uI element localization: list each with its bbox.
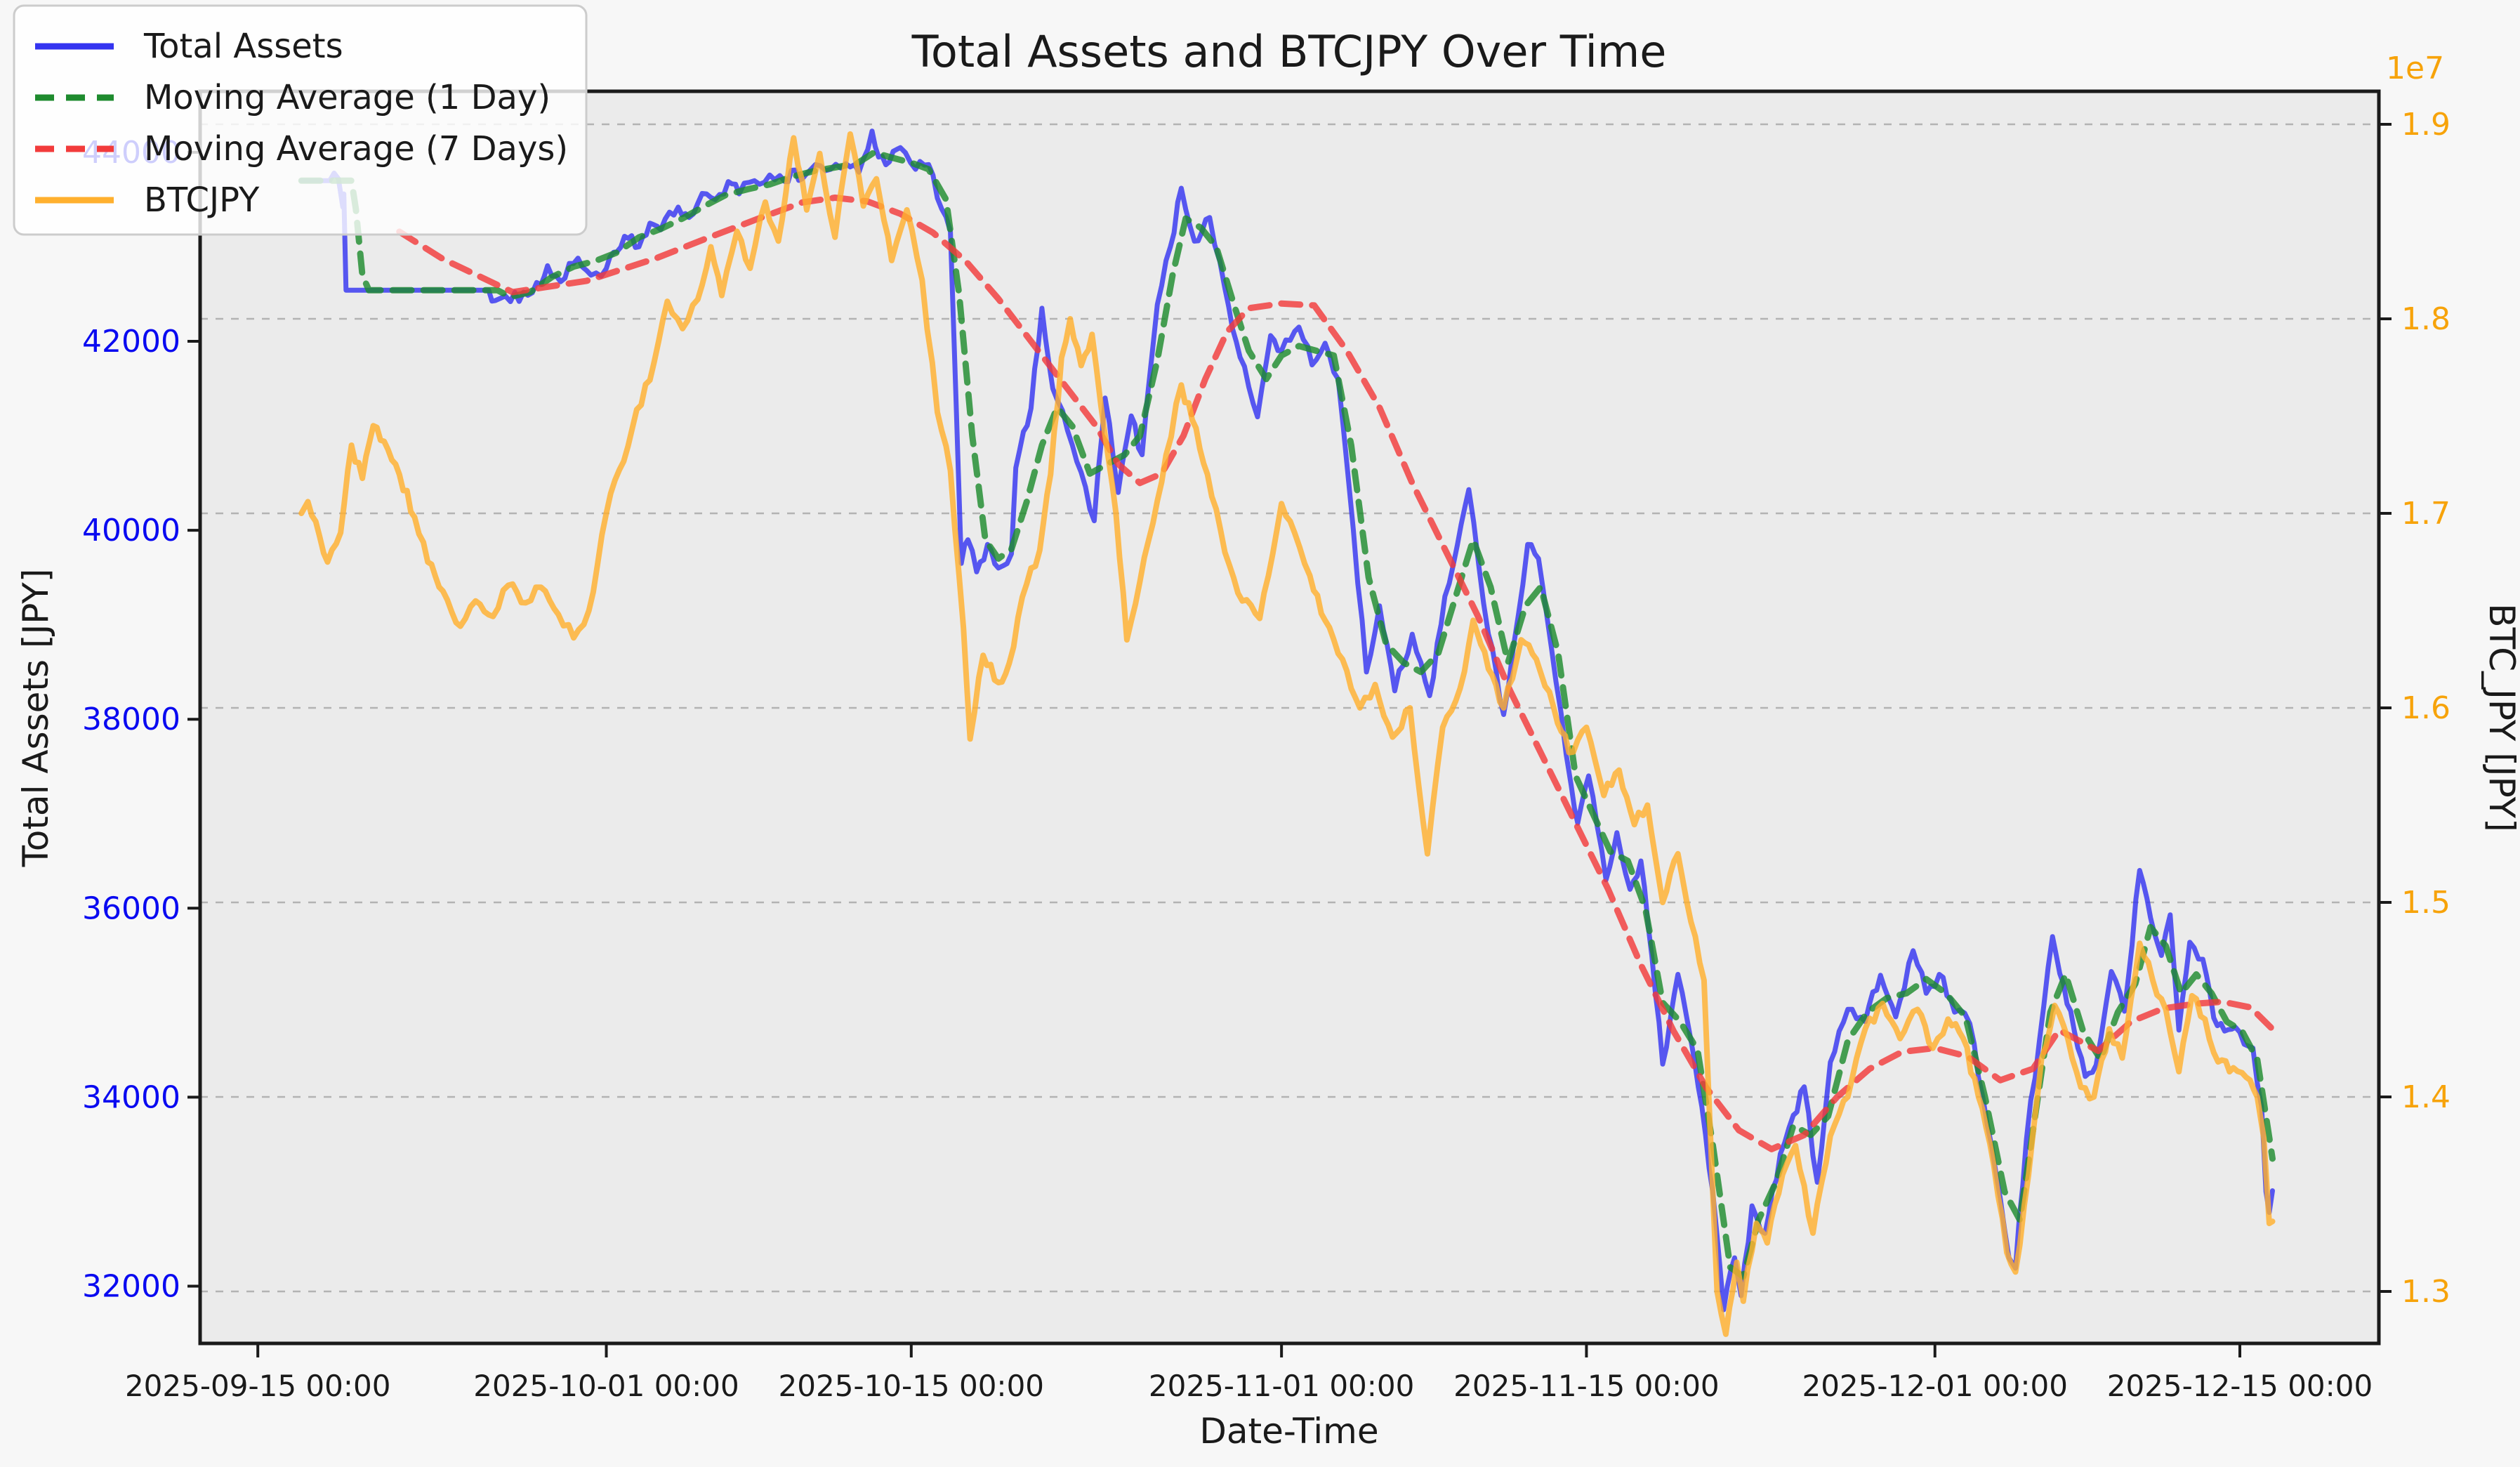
x-tick-label: 2025-10-01 00:00 <box>473 1369 739 1403</box>
x-tick-label: 2025-12-01 00:00 <box>1802 1369 2067 1403</box>
x-tick-label: 2025-09-15 00:00 <box>125 1369 390 1403</box>
series-line-moving-average-7-days- <box>396 195 2276 1152</box>
y-right-tick-label: 1.6 <box>2401 690 2450 726</box>
y-right-tick-label: 1.5 <box>2401 885 2450 921</box>
y-right-tick-label: 1.7 <box>2401 496 2450 532</box>
y-left-tick-label: 40000 <box>82 513 180 548</box>
legend-box <box>13 4 588 236</box>
y-right-tick-label: 1.4 <box>2401 1079 2450 1115</box>
y-left-tick-label: 36000 <box>82 890 180 926</box>
y-right-tick-label: 1.3 <box>2401 1274 2450 1310</box>
y-right-offset-text: 1e7 <box>2386 51 2444 86</box>
x-tick-label: 2025-10-15 00:00 <box>779 1369 1044 1403</box>
series-line-btcjpy <box>298 131 2276 1337</box>
y-left-axis-label: Total Assets [JPY] <box>15 569 56 868</box>
legend: Total Assets Moving Average (1 Day) Moving… <box>13 4 588 236</box>
plot-border <box>198 89 2381 1346</box>
x-tick-label: 2025-12-15 00:00 <box>2107 1369 2373 1403</box>
y-right-tick-label: 1.9 <box>2401 107 2450 143</box>
legend-item-label: Total Assets <box>143 27 343 66</box>
axis-ticks: 320003400036000380004000042000440001.31.… <box>82 107 2450 1403</box>
y-right-tick-label: 1.8 <box>2401 301 2450 337</box>
x-tick-label: 2025-11-01 00:00 <box>1149 1369 1414 1403</box>
y-right-axis-label: BTC_JPY [JPY] <box>2481 603 2520 831</box>
legend-item-label: Moving Average (7 Days) <box>144 129 568 169</box>
data-series <box>298 129 2276 1337</box>
y-left-tick-label: 32000 <box>82 1269 180 1305</box>
x-axis-label: Date-Time <box>1199 1411 1378 1452</box>
legend-item-label: BTCJPY <box>144 180 260 220</box>
y-left-tick-label: 38000 <box>82 702 180 737</box>
series-line-total-assets <box>298 129 2275 1313</box>
series-line-moving-average-1-day- <box>298 149 2276 1280</box>
y-left-tick-label: 42000 <box>82 324 180 360</box>
chart-title: Total Assets and BTCJPY Over Time <box>911 26 1667 77</box>
plot-background <box>200 91 2379 1343</box>
x-tick-label: 2025-11-15 00:00 <box>1453 1369 1719 1403</box>
y-left-tick-label: 34000 <box>82 1079 180 1115</box>
legend-item-label: Moving Average (1 Day) <box>144 78 550 117</box>
